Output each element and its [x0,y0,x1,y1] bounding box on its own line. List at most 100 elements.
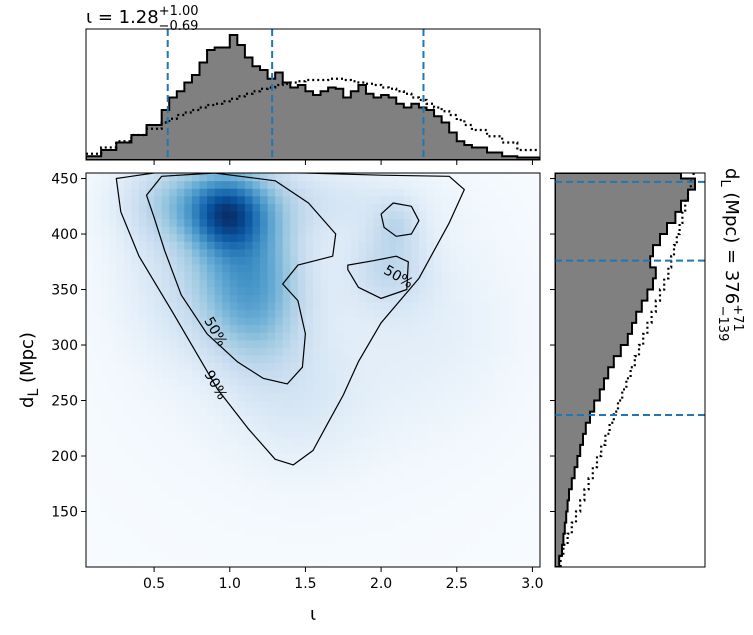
heatmap-cell [479,271,488,280]
heatmap-cell [108,392,117,401]
contour-90 [115,173,465,466]
heatmap-cell [358,423,367,432]
heatmap-cell [509,513,518,523]
heatmap-cell [207,415,216,424]
heatmap-cell [335,370,344,379]
heatmap-cell [328,430,337,439]
heatmap-cell [403,400,412,409]
heatmap-cell [146,415,155,424]
heatmap-cell [524,521,534,530]
heatmap-cell [365,271,375,280]
heatmap-cell [373,468,382,477]
heatmap-cell [123,248,132,257]
heatmap-cell [191,256,201,265]
heatmap-cell [169,559,178,567]
heatmap-cell [199,226,208,235]
heatmap-cell [116,392,125,401]
heatmap-cell [214,286,223,295]
heatmap-cell [517,226,526,235]
heatmap-cell [426,476,435,485]
heatmap-cell [532,301,540,310]
heatmap-cell [418,445,428,454]
heatmap-cell [479,218,488,227]
heatmap-cell [93,491,102,500]
heatmap-cell [214,385,223,394]
heatmap-cell [524,339,534,348]
heatmap-cell [154,506,163,515]
heatmap-cell [396,468,405,477]
heatmap-cell [434,271,443,280]
heatmap-cell [471,203,481,212]
heatmap-cell [524,286,534,295]
heatmap-cell [502,423,511,432]
heatmap-cell [335,316,344,326]
heatmap-cell [252,248,261,257]
heatmap-cell [396,453,405,462]
heatmap-cell [403,491,412,500]
heatmap-cell [464,468,473,477]
heatmap-cell [328,377,337,386]
heatmap-cell [229,210,238,220]
heatmap-cell [350,180,359,189]
heatmap-cell [426,392,435,401]
heatmap-cell [169,362,178,371]
heatmap-cell [93,544,102,553]
heatmap-cell [328,498,337,507]
heatmap-cell [320,483,329,492]
dl-marginal-label: dL (Mpc) = 376+71−139 [715,168,745,341]
heatmap-cell [138,294,148,303]
heatmap-cell [479,407,488,417]
heatmap-cell [93,241,102,250]
heatmap-cell [381,324,390,333]
heatmap-cell [456,301,465,310]
heatmap-cell [411,309,420,318]
heatmap-cell [434,279,443,288]
heatmap-cell [381,521,390,530]
heatmap-cell [434,377,443,386]
heatmap-cell [434,370,443,379]
heatmap-cell [381,529,390,538]
heatmap-cell [411,301,420,310]
heatmap-cell [449,195,458,204]
heatmap-cell [358,483,367,492]
heatmap-cell [434,301,443,310]
heatmap-cell [343,241,352,250]
heatmap-cell [358,279,367,288]
heatmap-cell [381,195,390,204]
heatmap-cell [131,513,140,523]
heatmap-cell [471,279,481,288]
heatmap-cell [313,271,322,280]
heatmap-cell [517,536,526,545]
heatmap-cell [207,544,216,553]
heatmap-cell [381,233,390,242]
heatmap-cell [101,332,110,341]
heatmap-cell [335,332,344,341]
heatmap-cell [138,271,148,280]
heatmap-cell [214,173,223,182]
heatmap-cell [169,430,178,439]
heatmap-cell [86,347,95,356]
heatmap-cell [358,377,367,386]
heatmap-cell [411,294,420,303]
heatmap-cell [441,203,450,212]
heatmap-cell [222,332,231,341]
heatmap-cell [335,354,344,364]
heatmap-cell [214,354,223,364]
heatmap-cell [252,354,261,364]
y-tick-label: 450 [51,172,78,188]
heatmap-cell [418,309,428,318]
heatmap-cell [335,210,344,220]
heatmap-cell [365,551,375,561]
heatmap-cell [343,301,352,310]
heatmap-cell [260,195,269,204]
heatmap-cell [532,423,540,432]
heatmap-cell [328,460,337,470]
heatmap-cell [365,423,375,432]
heatmap-cell [297,173,307,182]
heatmap-cell [381,423,390,432]
heatmap-cell [260,309,269,318]
heatmap-cell [471,188,481,197]
heatmap-cell [199,445,208,454]
heatmap-cell [154,271,163,280]
heatmap-cell [335,445,344,454]
